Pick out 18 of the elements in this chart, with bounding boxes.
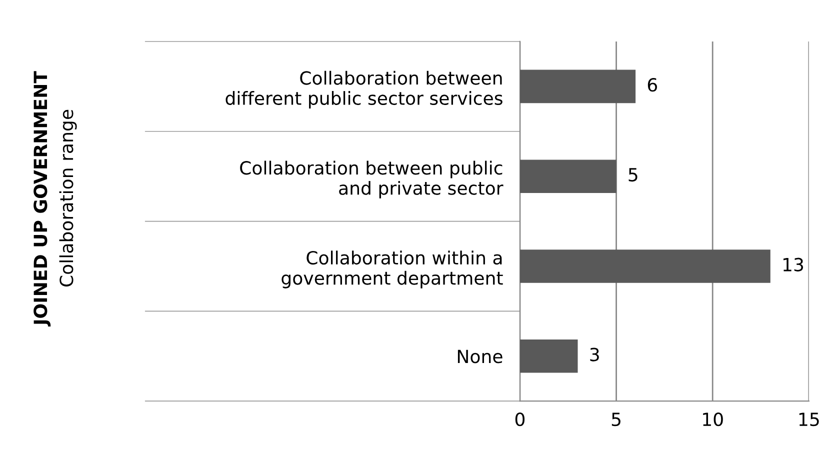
- data-label: 3: [590, 348, 599, 362]
- data-label: 5: [628, 168, 638, 182]
- y-tick-label: None: [458, 350, 502, 364]
- bar: [520, 339, 578, 373]
- data-label: 6: [648, 78, 658, 92]
- y-tick-label: Collaboration within a government department: [282, 250, 503, 288]
- bar: [520, 70, 636, 104]
- text: JOINED UP GOVERNMENT: [34, 71, 51, 326]
- bar: [520, 160, 616, 193]
- y-tick-label: Collaboration between public and private sector: [240, 160, 504, 198]
- x-tick-label: 10: [703, 412, 723, 426]
- data-label: 13: [783, 258, 804, 272]
- x-tick-label: 0: [515, 412, 525, 426]
- bar: [520, 250, 770, 283]
- y-tick-label: Collaboration between different public sector services: [226, 70, 502, 109]
- x-tick-label: 15: [799, 412, 819, 426]
- x-tick-label: 5: [612, 412, 620, 426]
- text: Collaboration range: [59, 110, 77, 287]
